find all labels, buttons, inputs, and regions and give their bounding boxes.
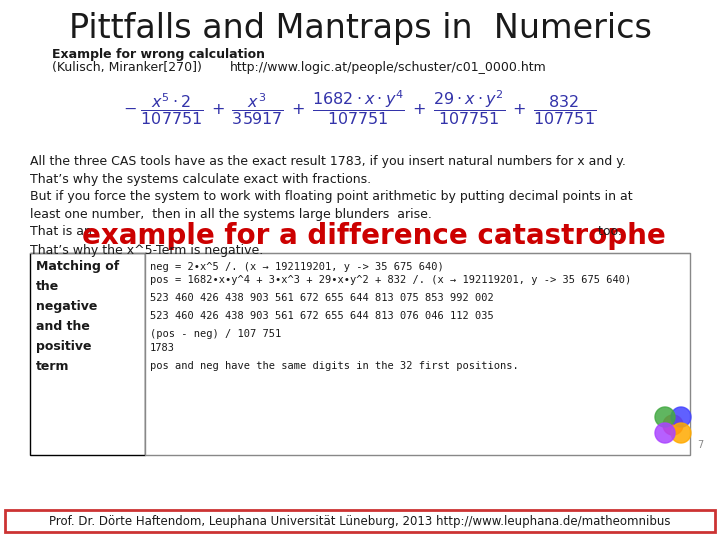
- Text: 1783: 1783: [150, 343, 175, 353]
- Circle shape: [671, 407, 691, 427]
- Text: $-\;\dfrac{x^5 \cdot 2}{107751}\;+\;\dfrac{x^3}{35917}\;+\;\dfrac{1682 \cdot x \: $-\;\dfrac{x^5 \cdot 2}{107751}\;+\;\dfr…: [123, 88, 597, 127]
- Text: 523 460 426 438 903 561 672 655 644 813 076 046 112 035: 523 460 426 438 903 561 672 655 644 813 …: [150, 311, 494, 321]
- Text: Pittfalls and Mantraps in  Numerics: Pittfalls and Mantraps in Numerics: [68, 12, 652, 45]
- Text: Example for wrong calculation: Example for wrong calculation: [52, 48, 265, 61]
- Text: 7: 7: [697, 440, 703, 450]
- Text: That is an: That is an: [30, 225, 96, 238]
- Text: Matching of
the
negative
and the
positive
term: Matching of the negative and the positiv…: [36, 260, 120, 373]
- Circle shape: [671, 423, 691, 443]
- Text: All the three CAS tools have as the exact result 1783, if you insert natural num: All the three CAS tools have as the exac…: [30, 155, 626, 186]
- Text: Prof. Dr. Dörte Haftendom, Leuphana Universität Lüneburg, 2013 http://www.leupha: Prof. Dr. Dörte Haftendom, Leuphana Univ…: [49, 515, 671, 528]
- Text: 523 460 426 438 903 561 672 655 644 813 075 853 992 002: 523 460 426 438 903 561 672 655 644 813 …: [150, 293, 494, 303]
- Text: That’s why the x^5-Term is negative.: That’s why the x^5-Term is negative.: [30, 244, 264, 257]
- Text: (Kulisch, Miranker[270]): (Kulisch, Miranker[270]): [52, 61, 202, 74]
- Circle shape: [655, 407, 675, 427]
- Circle shape: [663, 415, 683, 435]
- Text: But if you force the system to work with floating point arithmetic by putting de: But if you force the system to work with…: [30, 190, 633, 221]
- Bar: [30, 253, 145, 455]
- Bar: [5, 510, 715, 532]
- Bar: [145, 253, 690, 455]
- Text: too.: too.: [590, 225, 622, 238]
- Text: (pos - neg) / 107 751: (pos - neg) / 107 751: [150, 329, 282, 339]
- Text: http://www.logic.at/people/schuster/c01_0000.htm: http://www.logic.at/people/schuster/c01_…: [230, 61, 546, 74]
- Text: example for a difference catastrophe: example for a difference catastrophe: [82, 222, 666, 250]
- Circle shape: [655, 423, 675, 443]
- Text: pos = 1682•x•y^4 + 3•x^3 + 29•x•y^2 + 832 /. (x → 192119201, y -> 35 675 640): pos = 1682•x•y^4 + 3•x^3 + 29•x•y^2 + 83…: [150, 275, 631, 285]
- Text: neg = 2•x^5 /. (x → 192119201, y -> 35 675 640): neg = 2•x^5 /. (x → 192119201, y -> 35 6…: [150, 262, 444, 272]
- Text: pos and neg have the same digits in the 32 first positions.: pos and neg have the same digits in the …: [150, 361, 518, 371]
